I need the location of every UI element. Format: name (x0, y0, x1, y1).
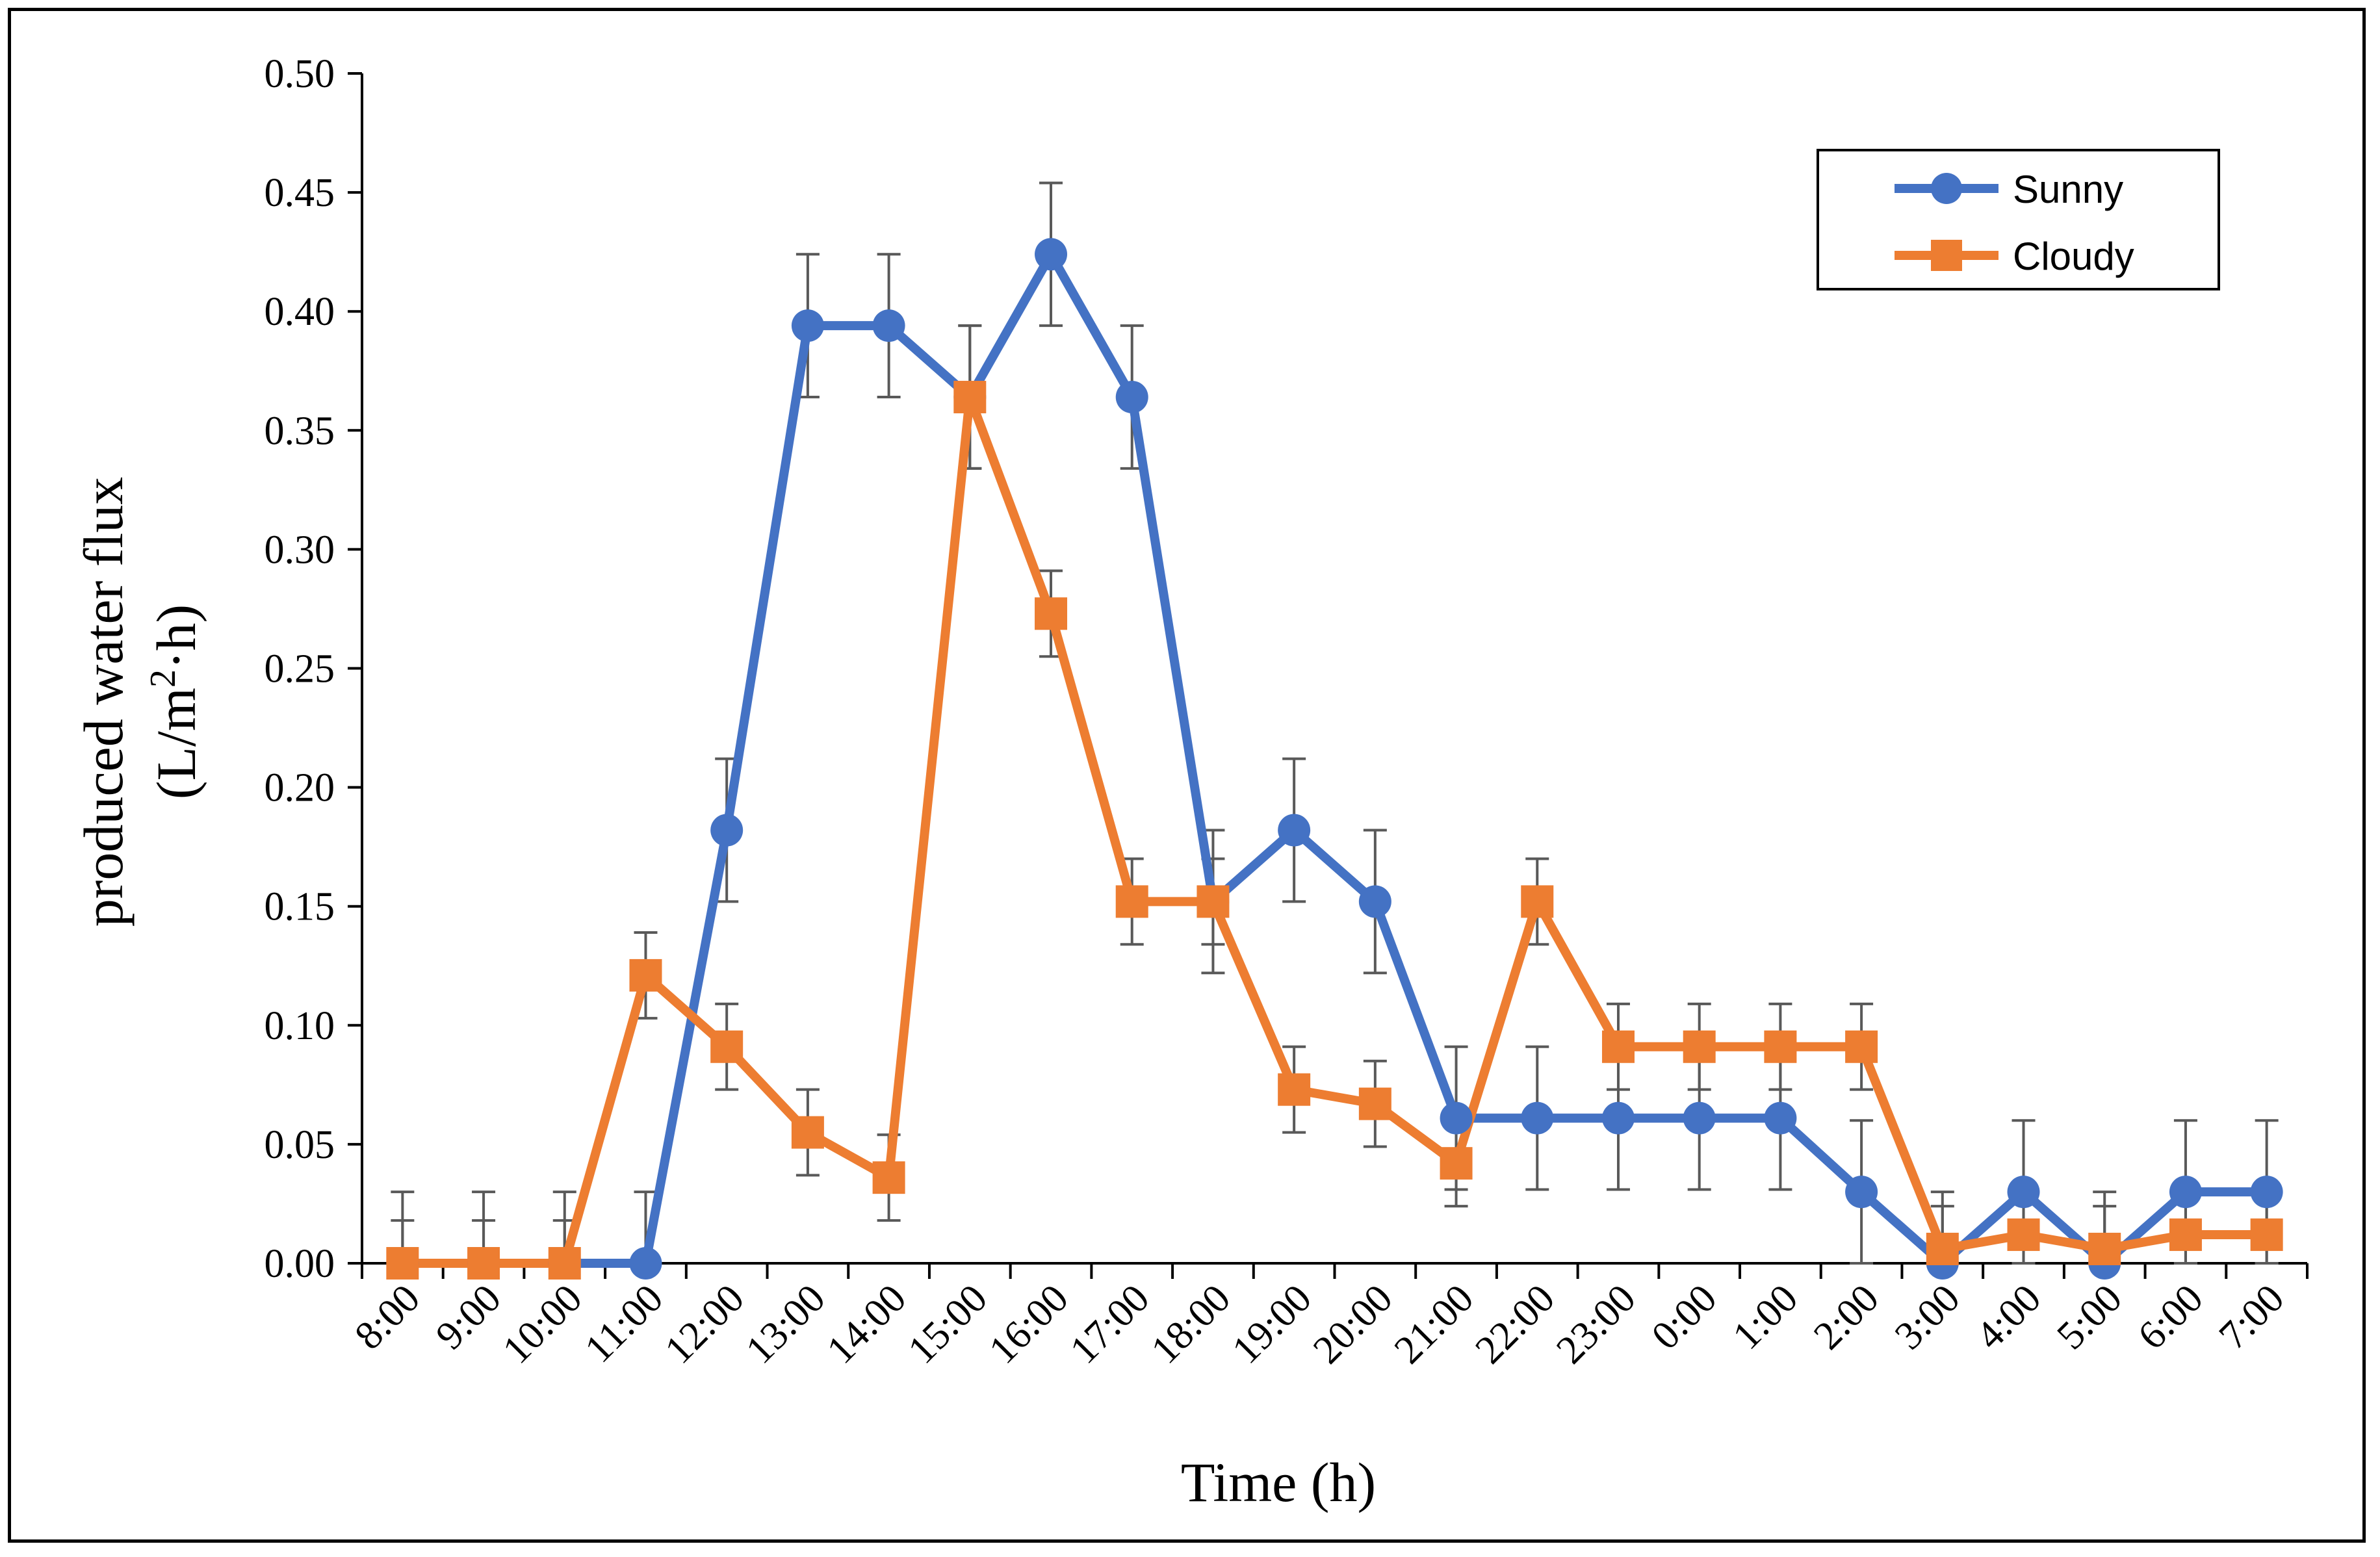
legend-sunny-marker (1931, 173, 1962, 204)
data-point-cloudy (791, 1116, 824, 1149)
data-point-sunny (1601, 1101, 1635, 1135)
x-tick-label: 11:00 (576, 1276, 671, 1371)
data-point-cloudy (2088, 1233, 2121, 1266)
series-markers (386, 238, 2283, 1280)
data-point-sunny (1358, 885, 1391, 918)
x-tick-label: 3:00 (1887, 1276, 1969, 1358)
x-axis-title: Time (h) (1181, 1451, 1376, 1513)
x-tick-label: 4:00 (1967, 1276, 2049, 1358)
x-tick-label: 12:00 (656, 1276, 753, 1372)
x-tick-label: 8:00 (346, 1276, 428, 1358)
data-point-cloudy (548, 1247, 581, 1280)
data-point-sunny (1521, 1101, 1554, 1135)
data-point-sunny (1278, 814, 1311, 847)
series-line-sunny (402, 250, 2267, 1268)
legend-cloudy-marker (1931, 240, 1962, 271)
data-point-sunny (2250, 1176, 2283, 1209)
data-point-cloudy (1278, 1073, 1311, 1106)
data-point-cloudy (629, 959, 662, 992)
data-point-cloudy (1683, 1030, 1716, 1063)
data-point-cloudy (1764, 1030, 1797, 1063)
y-tick-label: 0.10 (265, 1004, 335, 1048)
x-tick-label: 23:00 (1548, 1276, 1644, 1372)
legend: Sunny Cloudy (1817, 149, 2220, 290)
data-point-sunny (2007, 1176, 2040, 1209)
data-point-cloudy (953, 381, 987, 414)
data-point-sunny (2169, 1176, 2202, 1209)
data-point-cloudy (710, 1030, 744, 1063)
data-point-cloudy (1358, 1087, 1391, 1120)
data-point-cloudy (1035, 597, 1068, 630)
legend-sunny-label: Sunny (2013, 168, 2123, 211)
x-tick-label: 13:00 (738, 1276, 834, 1372)
y-tick-label: 0.45 (265, 171, 335, 215)
y-tick-label: 0.35 (265, 409, 335, 453)
y-axis-unit-suffix: ·h) (145, 604, 207, 669)
data-point-sunny (629, 1247, 662, 1280)
x-tick-label: 1:00 (1724, 1276, 1806, 1358)
y-axis-unit-prefix: (L/m (145, 688, 207, 799)
y-tick-label: 0.25 (265, 647, 335, 691)
data-point-sunny (1764, 1101, 1797, 1135)
x-tick-label: 6:00 (2130, 1276, 2212, 1358)
legend-box (1817, 149, 2220, 290)
y-axis-title: produced water flux (L/m2·h) (72, 477, 207, 927)
data-point-sunny (1683, 1101, 1716, 1135)
x-tick-label: 20:00 (1305, 1276, 1401, 1372)
x-tick-label: 18:00 (1143, 1276, 1239, 1372)
data-point-sunny (1440, 1101, 1473, 1135)
y-axis-title-line2: (L/m2·h) (143, 604, 207, 799)
x-axis-ticks: 8:009:0010:0011:0012:0013:0014:0015:0016… (346, 1263, 2309, 1372)
data-point-sunny (791, 309, 824, 342)
data-point-cloudy (1926, 1233, 1959, 1266)
data-point-cloudy (1196, 885, 1230, 918)
y-tick-label: 0.50 (265, 52, 335, 96)
x-tick-label: 10:00 (495, 1276, 591, 1372)
data-point-sunny (1115, 381, 1148, 414)
x-tick-label: 21:00 (1386, 1276, 1482, 1372)
series-lines (402, 250, 2267, 1268)
y-tick-label: 0.30 (265, 528, 335, 572)
y-axis-ticks: 0.00 0.05 0.10 0.15 0.20 0.25 0.30 0.35 0.40 0.45… (265, 52, 362, 1286)
x-tick-label: 5:00 (2049, 1276, 2130, 1358)
data-point-cloudy (1601, 1030, 1635, 1063)
y-tick-label: 0.15 (265, 885, 335, 929)
data-point-sunny (1035, 238, 1068, 271)
data-point-cloudy (2007, 1218, 2040, 1252)
data-point-cloudy (1521, 885, 1554, 918)
data-point-cloudy (467, 1247, 500, 1280)
x-tick-label: 19:00 (1224, 1276, 1320, 1372)
data-point-cloudy (1440, 1147, 1473, 1180)
x-tick-label: 0:00 (1644, 1276, 1726, 1358)
data-point-cloudy (872, 1161, 905, 1194)
x-tick-label: 15:00 (899, 1276, 996, 1372)
data-point-cloudy (2169, 1218, 2202, 1252)
data-point-sunny (1845, 1176, 1878, 1209)
data-point-cloudy (386, 1247, 419, 1280)
y-tick-label: 0.05 (265, 1123, 335, 1167)
data-point-cloudy (1845, 1030, 1878, 1063)
series-line-cloudy (402, 392, 2267, 1268)
x-tick-label: 22:00 (1467, 1276, 1563, 1372)
y-axis-title-line1: produced water flux (72, 477, 135, 927)
legend-cloudy-label: Cloudy (2013, 235, 2134, 278)
data-point-cloudy (2250, 1218, 2283, 1252)
y-tick-label: 0.00 (265, 1242, 335, 1286)
x-tick-label: 7:00 (2211, 1276, 2293, 1358)
x-tick-label: 9:00 (428, 1276, 510, 1358)
x-tick-label: 2:00 (1805, 1276, 1887, 1358)
data-point-sunny (872, 309, 905, 342)
x-tick-label: 16:00 (981, 1276, 1077, 1372)
data-point-sunny (710, 814, 744, 847)
x-tick-label: 14:00 (819, 1276, 915, 1372)
x-tick-label: 17:00 (1062, 1276, 1158, 1372)
y-axis-unit-sup: 2 (143, 669, 183, 688)
data-point-cloudy (1115, 885, 1148, 918)
y-tick-label: 0.20 (265, 766, 335, 810)
y-tick-label: 0.40 (265, 290, 335, 334)
